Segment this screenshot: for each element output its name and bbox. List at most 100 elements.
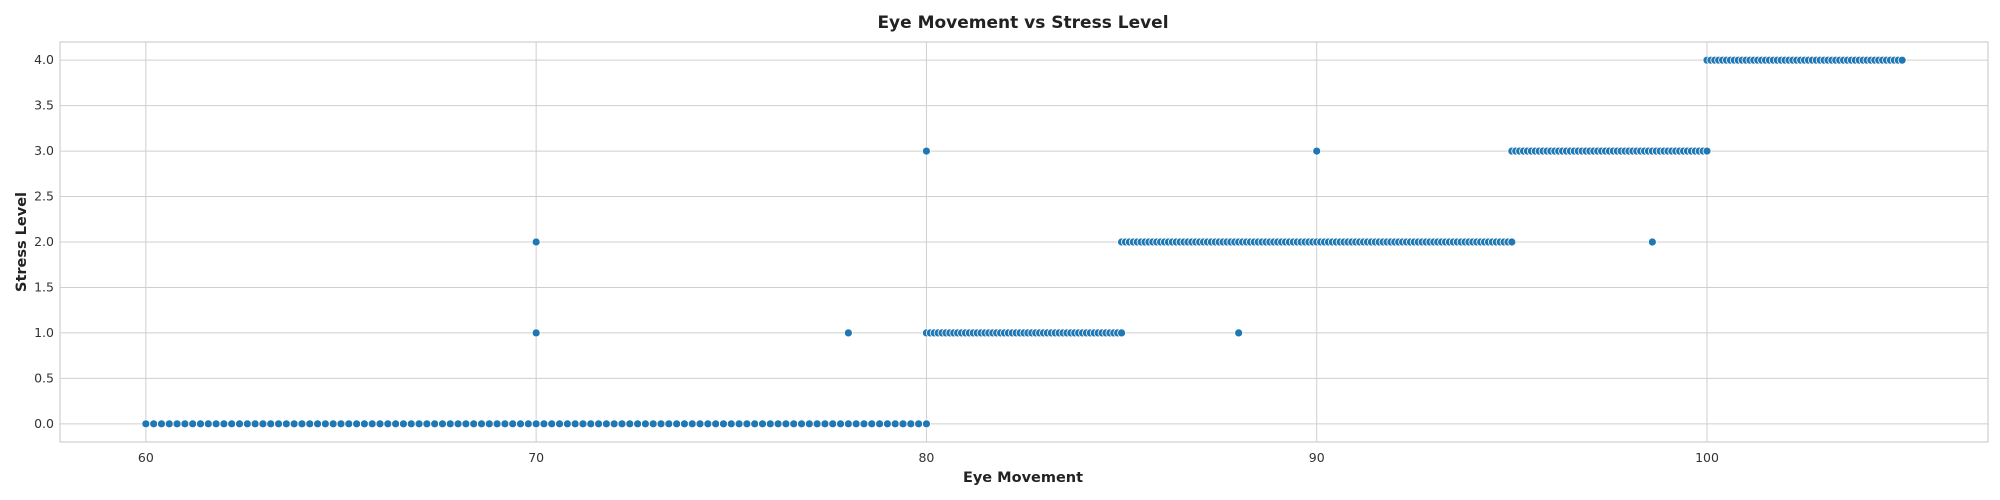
data-point [547,419,557,429]
y-tick-label: 1.0 [34,325,54,340]
data-point [477,419,486,429]
data-point [843,328,853,338]
data-point [531,419,541,429]
data-point [781,419,791,429]
data-point [562,419,572,429]
data-point [336,419,346,429]
data-point [804,419,814,429]
x-tick-label: 90 [1309,450,1325,465]
data-point [274,419,283,429]
data-point [1312,146,1322,156]
data-point [1234,328,1244,338]
data-point [469,419,479,429]
x-tick-labels: 60 70 80 90 100 [138,450,1719,465]
data-point [1702,146,1712,156]
data-point [352,419,362,429]
data-point [586,419,596,429]
data-point [328,419,338,429]
data-point [508,419,518,429]
data-point [875,419,884,429]
data-point [711,419,721,429]
y-tick-label: 3.0 [34,143,54,158]
data-point [445,419,455,429]
data-point [516,419,525,429]
data-point [680,419,689,429]
x-tick-label: 80 [918,450,934,465]
data-point [281,419,291,429]
data-point [922,146,931,156]
data-point [773,419,783,429]
data-point [375,419,385,429]
data-point [211,419,221,429]
data-point [188,419,198,429]
data-point [149,419,159,429]
data-point [305,419,315,429]
data-point [555,419,564,429]
data-point [602,419,611,429]
data-point [266,419,276,429]
y-tick-label: 3.5 [34,98,54,113]
data-point [859,419,869,429]
data-point [765,419,775,429]
data-point [391,419,401,429]
data-point [836,419,845,429]
data-point [594,419,603,429]
data-point [1647,237,1657,247]
data-point [890,419,900,429]
data-point [812,419,822,429]
data-point [734,419,744,429]
data-point [719,419,728,429]
data-point [633,419,643,429]
data-point [742,419,752,429]
data-point [648,419,658,429]
data-point [360,419,369,429]
data-point [422,419,432,429]
data-point [367,419,377,429]
data-point [914,419,924,429]
data-point [617,419,627,429]
y-tick-labels: 0.0 0.5 1.0 1.5 2.0 2.5 3.0 3.5 4.0 [34,52,54,431]
data-point [242,419,252,429]
data-point [758,419,767,429]
y-axis-label: Stress Level [14,192,30,292]
y-tick-label: 0.0 [34,416,54,431]
data-point [797,419,806,429]
data-point [399,419,408,429]
data-point [500,419,510,429]
data-point [851,419,861,429]
data-point [461,419,471,429]
data-point [898,419,908,429]
y-tick-label: 4.0 [34,52,54,67]
data-point [867,419,877,429]
y-tick-label: 2.0 [34,234,54,249]
x-tick-label: 100 [1695,450,1719,465]
y-tick-label: 1.5 [34,279,54,294]
data-point [1117,328,1126,338]
chart-title: Eye Movement vs Stress Level [877,13,1168,33]
data-point [141,419,151,429]
data-point [289,419,299,429]
data-point [625,419,635,429]
data-point [430,419,440,429]
data-point [883,419,892,429]
data-point [297,419,307,429]
y-tick-label: 0.5 [34,370,54,385]
x-tick-label: 60 [138,450,154,465]
data-point [789,419,799,429]
data-point [383,419,393,429]
data-point [531,328,541,338]
data-point [703,419,713,429]
data-point [164,419,174,429]
data-point [414,419,424,429]
data-point [172,419,182,429]
data-point [656,419,666,429]
data-point [672,419,682,429]
data-point [922,419,931,429]
data-point [539,419,549,429]
data-point [687,419,697,429]
data-point [828,419,838,429]
data-point [523,419,533,429]
grid-lines [60,42,1988,442]
data-point [609,419,619,429]
